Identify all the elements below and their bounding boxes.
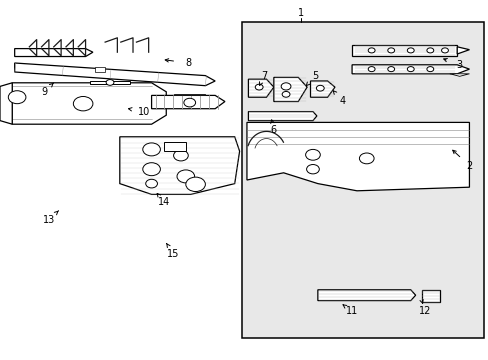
Text: 4: 4 <box>339 96 345 106</box>
Circle shape <box>387 67 394 72</box>
Circle shape <box>426 48 433 53</box>
Circle shape <box>281 83 290 90</box>
Circle shape <box>8 91 26 104</box>
Polygon shape <box>15 63 215 86</box>
Circle shape <box>387 48 394 53</box>
Circle shape <box>142 163 160 176</box>
Text: 2: 2 <box>466 161 471 171</box>
Polygon shape <box>151 95 224 109</box>
Polygon shape <box>351 65 468 74</box>
Text: 7: 7 <box>261 71 266 81</box>
Circle shape <box>106 80 114 85</box>
Polygon shape <box>310 81 334 97</box>
Polygon shape <box>248 112 316 121</box>
Polygon shape <box>120 137 239 194</box>
Circle shape <box>359 153 373 164</box>
Text: 1: 1 <box>297 8 303 18</box>
Text: 14: 14 <box>157 197 170 207</box>
Circle shape <box>145 179 157 188</box>
Circle shape <box>367 67 374 72</box>
Polygon shape <box>248 79 273 97</box>
Polygon shape <box>351 45 456 56</box>
Circle shape <box>306 165 319 174</box>
Polygon shape <box>317 290 415 301</box>
Polygon shape <box>449 74 468 76</box>
Circle shape <box>255 84 263 90</box>
Text: 11: 11 <box>345 306 358 316</box>
Polygon shape <box>246 122 468 191</box>
Polygon shape <box>273 77 306 102</box>
Circle shape <box>183 98 195 107</box>
Text: 3: 3 <box>456 60 462 70</box>
Circle shape <box>407 48 413 53</box>
Circle shape <box>282 91 289 97</box>
Bar <box>242 22 483 338</box>
Circle shape <box>316 85 324 91</box>
Polygon shape <box>90 81 129 84</box>
Text: 8: 8 <box>185 58 191 68</box>
Polygon shape <box>456 47 468 54</box>
Circle shape <box>441 48 447 53</box>
Text: 6: 6 <box>270 125 276 135</box>
Circle shape <box>173 150 188 161</box>
Bar <box>163 142 185 151</box>
Polygon shape <box>15 49 93 57</box>
Polygon shape <box>173 94 205 95</box>
Polygon shape <box>12 83 166 124</box>
Text: 10: 10 <box>138 107 150 117</box>
Text: 15: 15 <box>167 249 180 259</box>
Circle shape <box>305 149 320 160</box>
Polygon shape <box>95 67 105 72</box>
Text: 9: 9 <box>41 87 47 97</box>
Circle shape <box>142 143 160 156</box>
Text: 12: 12 <box>418 306 431 316</box>
Circle shape <box>177 170 194 183</box>
Circle shape <box>185 177 205 192</box>
Text: 13: 13 <box>42 215 55 225</box>
Circle shape <box>367 48 374 53</box>
Circle shape <box>407 67 413 72</box>
Text: 5: 5 <box>312 71 318 81</box>
Polygon shape <box>421 290 439 302</box>
Polygon shape <box>0 83 12 124</box>
Circle shape <box>73 96 93 111</box>
Circle shape <box>426 67 433 72</box>
